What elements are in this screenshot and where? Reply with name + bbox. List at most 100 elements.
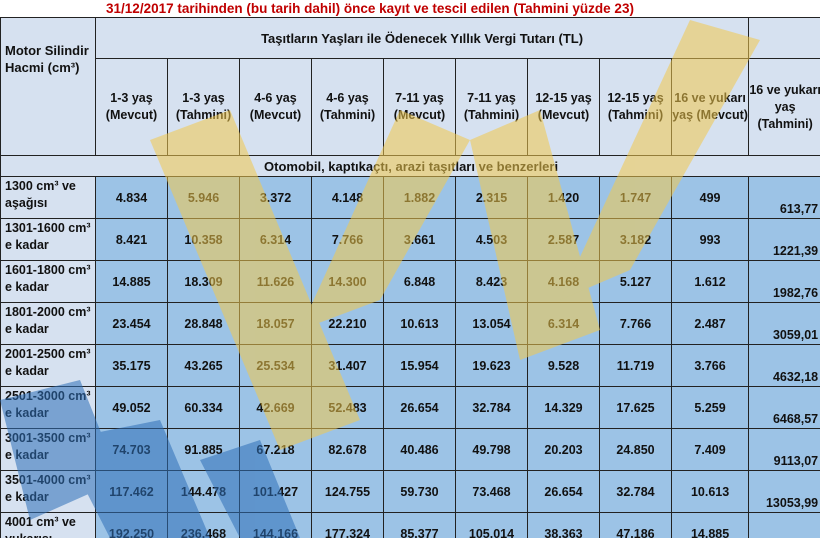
table-cell: 49.052 xyxy=(95,386,168,429)
column-header: 12-15 yaş (Tahmini) xyxy=(599,58,672,156)
table-cell: 74.703 xyxy=(95,428,168,471)
table-cell: 1.747 xyxy=(599,176,672,219)
table-row: 3501-4000 cm³ e kadar 117.462 144.478 101.4… xyxy=(0,470,820,513)
table-cell: 3.661 xyxy=(383,218,456,261)
table-cell: 42.669 xyxy=(239,386,312,429)
table-cell: 24.850 xyxy=(599,428,672,471)
table-row: 1301-1600 cm³ e kadar 8.421 10.358 6.314 7.7… xyxy=(0,218,820,261)
table-cell: 4.834 xyxy=(95,176,168,219)
table-cell: 8.421 xyxy=(95,218,168,261)
table-cell: 10.358 xyxy=(167,218,240,261)
table-cell: 8.423 xyxy=(455,260,528,303)
table-cell: 26.654 xyxy=(383,386,456,429)
table-cell: 101.427 xyxy=(239,470,312,513)
table-cell: 38.363 xyxy=(527,512,600,538)
column-header: 16 ve yukarı yaş (Tahmini) xyxy=(748,58,820,156)
table-cell: 19.623 xyxy=(455,344,528,387)
table-cell: 14.885 xyxy=(95,260,168,303)
row-label: 2001-2500 cm³ e kadar xyxy=(0,344,96,387)
table-cell: 14.329 xyxy=(527,386,600,429)
table-cell: 1.420 xyxy=(527,176,600,219)
table-cell: 13.054 xyxy=(455,302,528,345)
table-cell: 124.755 xyxy=(311,470,384,513)
table-cell: 59.730 xyxy=(383,470,456,513)
table-row: 1300 cm³ ve aşağısı 4.834 5.946 3.372 4.148 1… xyxy=(0,176,820,219)
column-header: 1-3 yaş (Mevcut) xyxy=(95,58,168,156)
column-header: 12-15 yaş (Mevcut) xyxy=(527,58,600,156)
table-row: 2001-2500 cm³ e kadar 35.175 43.265 25.534 3… xyxy=(0,344,820,387)
column-header: 16 ve yukarı yaş (Mevcut) xyxy=(670,58,750,156)
table-cell: 5.259 xyxy=(670,386,750,429)
table-cell: 14.300 xyxy=(311,260,384,303)
row-label: 1601-1800 cm³ e kadar xyxy=(0,260,96,303)
page-title: 31/12/2017 tarihinden (bu tarih dahil) ö… xyxy=(106,1,634,16)
table-cell: 10.613 xyxy=(670,470,750,513)
column-header: 4-6 yaş (Tahmini) xyxy=(311,58,384,156)
table-cell: 28.848 xyxy=(167,302,240,345)
table-cell: 6.314 xyxy=(239,218,312,261)
table-cell: 4.168 xyxy=(527,260,600,303)
table-cell: 6.314 xyxy=(527,302,600,345)
column-header: 7-11 yaş (Mevcut) xyxy=(383,58,456,156)
table-cell: 32.784 xyxy=(599,470,672,513)
table-row: 1801-2000 cm³ e kadar 23.454 28.848 18.057 2… xyxy=(0,302,820,345)
table-cell: 236.468 xyxy=(167,512,240,538)
table-cell: 1221,39 xyxy=(748,218,820,261)
table-cell: 18.057 xyxy=(239,302,312,345)
table-cell: 23.454 xyxy=(95,302,168,345)
table-cell: 9113,07 xyxy=(748,428,820,471)
table-cell: 85.377 xyxy=(383,512,456,538)
table-cell: 9.528 xyxy=(527,344,600,387)
table-cell: 1.882 xyxy=(383,176,456,219)
table-cell: 52.483 xyxy=(311,386,384,429)
row-label: 1300 cm³ ve aşağısı xyxy=(0,176,96,219)
table-cell: 73.468 xyxy=(455,470,528,513)
row-label: 2501-3000 cm³ e kadar xyxy=(0,386,96,429)
table-cell: 3.182 xyxy=(599,218,672,261)
table-cell: 60.334 xyxy=(167,386,240,429)
table-cell: 14.885 xyxy=(670,512,750,538)
group-header-blank xyxy=(748,17,820,59)
table-cell: 117.462 xyxy=(95,470,168,513)
table-cell: 177.324 xyxy=(311,512,384,538)
tax-table-container: Motor Silindir Hacmi (cm³) Taşıtların Ya… xyxy=(0,17,820,538)
row-label: 1301-1600 cm³ e kadar xyxy=(0,218,96,261)
table-cell: 1.612 xyxy=(670,260,750,303)
table-cell: 4.148 xyxy=(311,176,384,219)
table-cell: 43.265 xyxy=(167,344,240,387)
table-cell: 67.218 xyxy=(239,428,312,471)
table-cell: 4.503 xyxy=(455,218,528,261)
table-cell: 18308,55 xyxy=(748,512,820,538)
table-cell: 4632,18 xyxy=(748,344,820,387)
table-cell: 144.166 xyxy=(239,512,312,538)
table-cell: 3.372 xyxy=(239,176,312,219)
table-cell: 47.186 xyxy=(599,512,672,538)
table-cell: 22.210 xyxy=(311,302,384,345)
table-cell: 7.766 xyxy=(599,302,672,345)
table-cell: 18.309 xyxy=(167,260,240,303)
table-cell: 5.127 xyxy=(599,260,672,303)
table-cell: 993 xyxy=(670,218,750,261)
table-cell: 15.954 xyxy=(383,344,456,387)
table-cell: 10.613 xyxy=(383,302,456,345)
table-cell: 2.315 xyxy=(455,176,528,219)
table-cell: 32.784 xyxy=(455,386,528,429)
table-cell: 11.719 xyxy=(599,344,672,387)
tax-table: Motor Silindir Hacmi (cm³) Taşıtların Ya… xyxy=(0,17,820,538)
table-cell: 7.766 xyxy=(311,218,384,261)
motor-header: Motor Silindir Hacmi (cm³) xyxy=(0,17,96,156)
table-cell: 192.250 xyxy=(95,512,168,538)
group-header: Taşıtların Yaşları ile Ödenecek Yıllık V… xyxy=(94,17,750,59)
table-cell: 144.478 xyxy=(167,470,240,513)
table-cell: 1982,76 xyxy=(748,260,820,303)
table-row: 4001 cm³ ve yukarısı192.250236.468144.16… xyxy=(0,512,820,538)
table-cell: 2.487 xyxy=(670,302,750,345)
table-cell: 82.678 xyxy=(311,428,384,471)
row-label: 3501-4000 cm³ e kadar xyxy=(0,470,96,513)
table-cell: 17.625 xyxy=(599,386,672,429)
column-header: 1-3 yaş (Tahmini) xyxy=(167,58,240,156)
table-cell: 105.014 xyxy=(455,512,528,538)
column-header: 4-6 yaş (Mevcut) xyxy=(239,58,312,156)
table-cell: 20.203 xyxy=(527,428,600,471)
table-cell: 25.534 xyxy=(239,344,312,387)
